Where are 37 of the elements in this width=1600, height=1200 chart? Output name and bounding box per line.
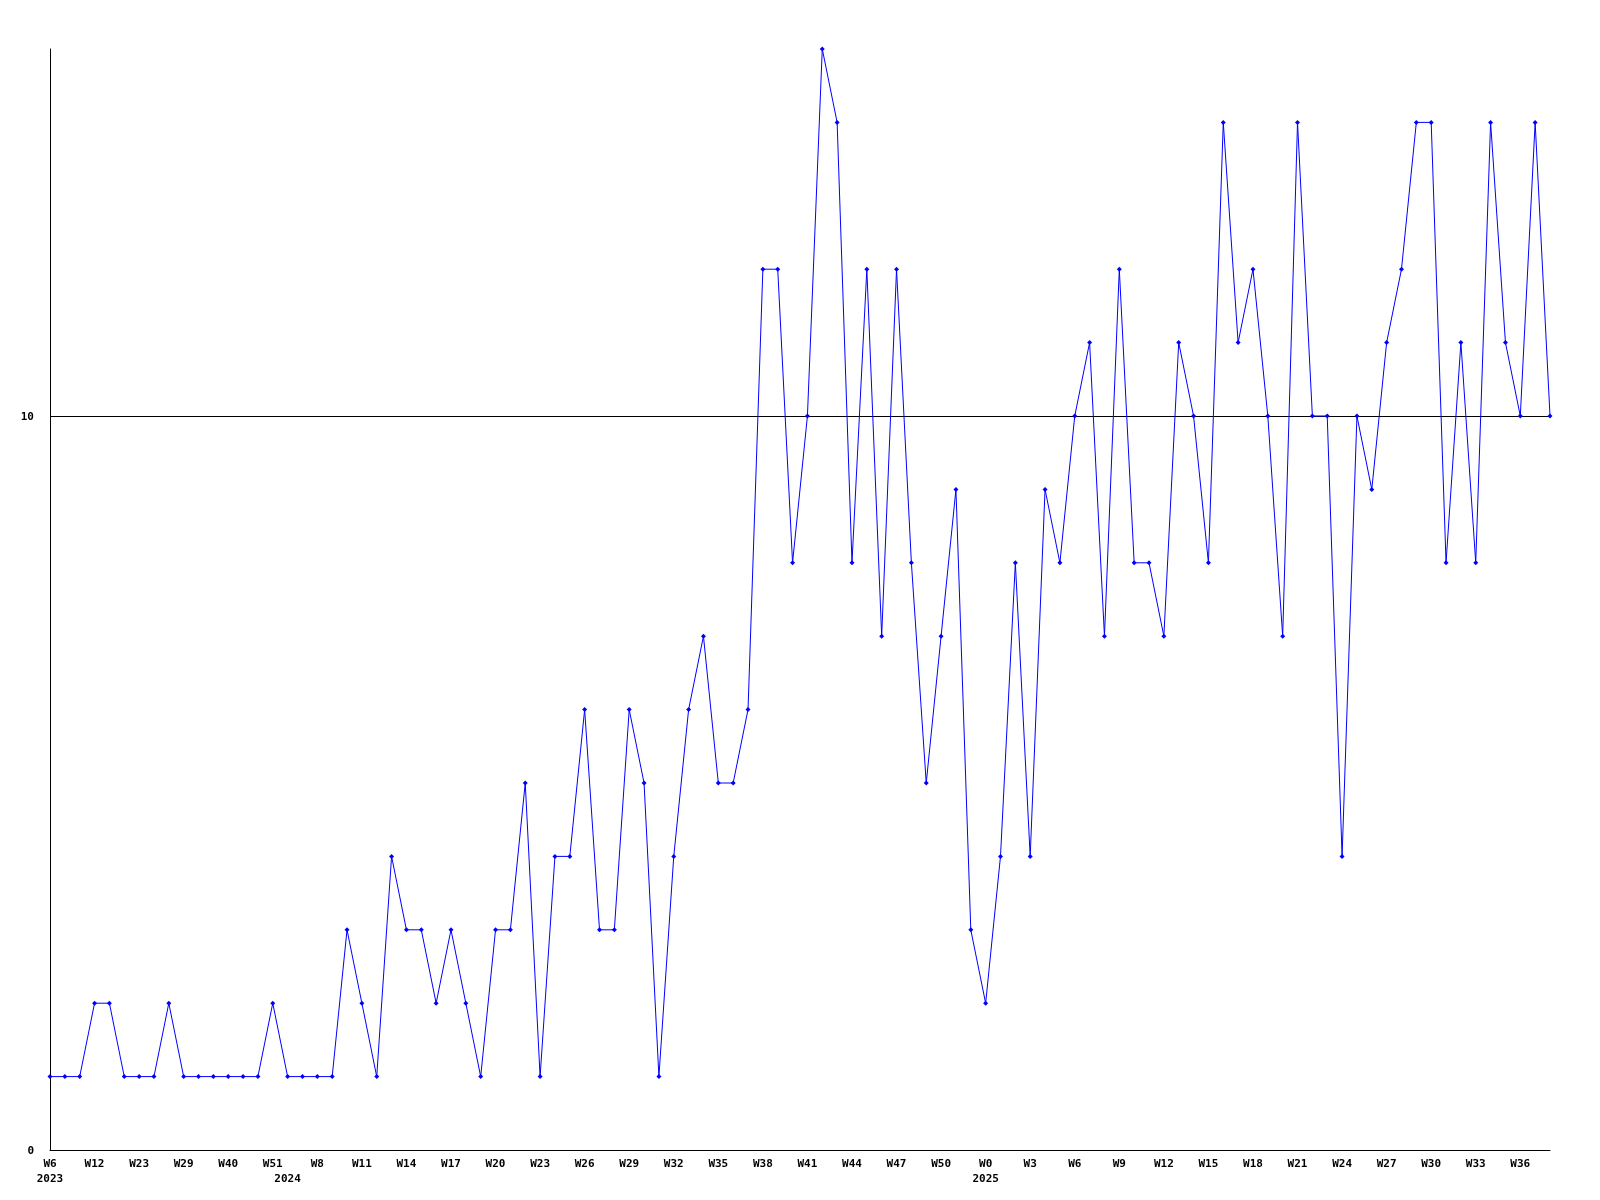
x-tick-label: W41 <box>797 1157 818 1170</box>
x-tick-label: W32 <box>663 1157 684 1170</box>
x-tick-label: W29 <box>173 1157 194 1170</box>
x-tick-label: W23 <box>129 1157 150 1170</box>
x-tick-label: 2024 <box>274 1172 302 1185</box>
x-tick-label: W33 <box>1465 1157 1486 1170</box>
y-tick-label: 0 <box>27 1143 34 1157</box>
x-tick-label: W47 <box>886 1157 907 1170</box>
x-tick-label: W26 <box>574 1157 595 1170</box>
x-tick-label: W38 <box>752 1157 773 1170</box>
x-tick-label: W8 <box>310 1157 324 1170</box>
x-tick-label: W0 2025 <box>972 1157 999 1185</box>
x-tick-label: W30 <box>1421 1157 1442 1170</box>
x-tick-label: W23 <box>530 1157 551 1170</box>
x-tick-label: W9 <box>1112 1157 1126 1170</box>
x-tick-label: W17 <box>441 1157 461 1170</box>
x-tick-label: W24 <box>1332 1157 1353 1170</box>
x-tick-label: W21 <box>1287 1157 1308 1170</box>
x-tick-label: W12 <box>1153 1157 1174 1170</box>
x-tick-label: W6 <box>1068 1157 1082 1170</box>
x-tick-label: W6 2023 <box>36 1157 64 1185</box>
x-tick-label: W35 <box>708 1157 729 1170</box>
x-tick-label: W15 <box>1198 1157 1219 1170</box>
x-tick-label: W50 <box>931 1157 952 1170</box>
x-tick-label: W14 <box>396 1157 417 1170</box>
x-tick-label: W29 <box>619 1157 640 1170</box>
x-tick-label: W40 <box>218 1157 239 1170</box>
x-tick-label: W11 <box>351 1157 373 1170</box>
x-tick-label: W18 <box>1243 1157 1263 1170</box>
x-tick-label: W3 <box>1023 1157 1037 1170</box>
x-tick-label: W36 <box>1510 1157 1531 1170</box>
x-tick-label: W27 <box>1376 1157 1397 1170</box>
y-tick-label: 10 <box>20 409 34 423</box>
x-tick-label: W12 <box>84 1157 105 1170</box>
x-tick-label: W44 <box>842 1157 863 1170</box>
x-tick-label: W20 <box>485 1157 506 1170</box>
x-tick-label: W51 <box>262 1157 284 1170</box>
